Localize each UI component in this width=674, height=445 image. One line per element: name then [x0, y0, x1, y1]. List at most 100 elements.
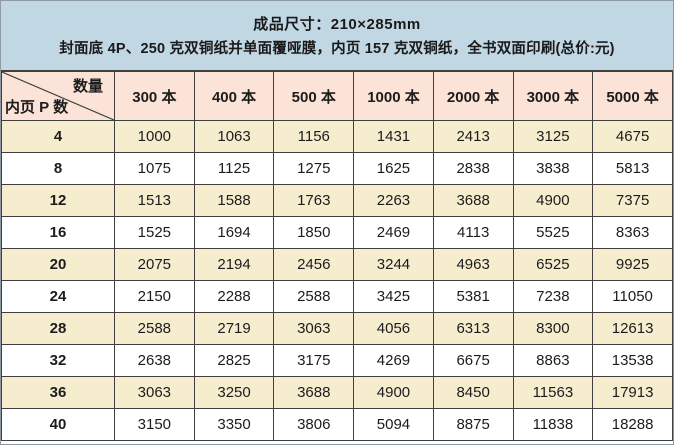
price-cell: 9925 — [592, 248, 673, 281]
price-cell: 2150 — [114, 280, 195, 313]
price-cell: 11050 — [592, 280, 673, 313]
price-cell: 1763 — [273, 184, 355, 217]
price-table-header: 数量 内页 P 数 300 本 400 本 500 本 1000 本 2000 … — [1, 70, 673, 121]
price-cell: 1513 — [114, 184, 195, 217]
price-cell: 4900 — [353, 376, 434, 409]
price-cell: 11563 — [512, 376, 594, 409]
price-cell: 8450 — [432, 376, 514, 409]
price-cell: 3350 — [193, 408, 275, 441]
row-label-pages: 40 — [1, 408, 115, 441]
table-row: 32 2638 2825 3175 4269 6675 8863 13538 — [1, 344, 673, 377]
price-cell: 2263 — [353, 184, 434, 217]
price-cell: 3063 — [114, 376, 195, 409]
price-cell: 1075 — [114, 152, 195, 185]
row-label-pages: 8 — [1, 152, 115, 185]
price-cell: 6313 — [432, 312, 514, 345]
price-cell: 1850 — [273, 216, 355, 249]
price-cell: 2413 — [432, 120, 514, 153]
product-size-text: 成品尺寸：210×285mm — [253, 16, 421, 33]
table-row: 40 3150 3350 3806 5094 8875 11838 18288 — [1, 408, 673, 441]
row-label-pages: 28 — [1, 312, 115, 345]
price-cell: 1125 — [193, 152, 275, 185]
diagonal-divider — [2, 72, 114, 120]
price-cell: 1625 — [353, 152, 434, 185]
paper-spec-text: 封面底 4P、250 克双铜纸并单面覆哑膜，内页 157 克双铜纸，全书双面印刷… — [59, 41, 615, 57]
price-cell: 2588 — [273, 280, 355, 313]
column-header-400: 400 本 — [193, 70, 275, 121]
row-label-pages: 24 — [1, 280, 115, 313]
price-cell: 3425 — [353, 280, 434, 313]
price-cell: 3175 — [273, 344, 355, 377]
column-header-5000: 5000 本 — [592, 70, 673, 121]
price-cell: 2638 — [114, 344, 195, 377]
price-cell: 4675 — [592, 120, 673, 153]
price-table: 数量 内页 P 数 300 本 400 本 500 本 1000 本 2000 … — [1, 70, 673, 441]
price-cell: 2588 — [114, 312, 195, 345]
row-label-pages: 36 — [1, 376, 115, 409]
price-cell: 17913 — [592, 376, 673, 409]
price-cell: 3688 — [273, 376, 355, 409]
price-cell: 8300 — [512, 312, 594, 345]
price-cell: 2194 — [193, 248, 275, 281]
row-label-pages: 16 — [1, 216, 115, 249]
price-cell: 1156 — [273, 120, 355, 153]
price-cell: 18288 — [592, 408, 673, 441]
price-cell: 1431 — [353, 120, 434, 153]
price-cell: 3806 — [273, 408, 355, 441]
row-label-pages: 32 — [1, 344, 115, 377]
corner-label-pages: 内页 P 数 — [5, 99, 69, 116]
price-cell: 4269 — [353, 344, 434, 377]
price-cell: 6525 — [512, 248, 594, 281]
price-cell: 5381 — [432, 280, 514, 313]
row-label-pages: 20 — [1, 248, 115, 281]
column-header-500: 500 本 — [273, 70, 355, 121]
column-header-1000: 1000 本 — [353, 70, 434, 121]
price-cell: 13538 — [592, 344, 673, 377]
table-row: 8 1075 1125 1275 1625 2838 3838 5813 — [1, 152, 673, 185]
column-header-300: 300 本 — [114, 70, 195, 121]
price-cell: 3838 — [512, 152, 594, 185]
row-label-pages: 12 — [1, 184, 115, 217]
column-header-2000: 2000 本 — [432, 70, 514, 121]
price-cell: 4900 — [512, 184, 594, 217]
price-cell: 2719 — [193, 312, 275, 345]
price-cell: 2838 — [432, 152, 514, 185]
price-cell: 4056 — [353, 312, 434, 345]
spec-banner: 成品尺寸：210×285mm 封面底 4P、250 克双铜纸并单面覆哑膜，内页 … — [1, 1, 673, 70]
table-row: 36 3063 3250 3688 4900 8450 11563 17913 — [1, 376, 673, 409]
price-cell: 2469 — [353, 216, 434, 249]
price-cell: 4113 — [432, 216, 514, 249]
table-row: 28 2588 2719 3063 4056 6313 8300 12613 — [1, 312, 673, 345]
price-cell: 3063 — [273, 312, 355, 345]
price-cell: 11838 — [512, 408, 594, 441]
price-cell: 12613 — [592, 312, 673, 345]
price-cell: 3150 — [114, 408, 195, 441]
price-cell: 2075 — [114, 248, 195, 281]
corner-header-cell: 数量 内页 P 数 — [1, 70, 115, 121]
price-cell: 2825 — [193, 344, 275, 377]
price-cell: 7238 — [512, 280, 594, 313]
price-cell: 1063 — [193, 120, 275, 153]
price-cell: 5813 — [592, 152, 673, 185]
table-row: 4 1000 1063 1156 1431 2413 3125 4675 — [1, 120, 673, 153]
price-cell: 2456 — [273, 248, 355, 281]
price-cell: 1588 — [193, 184, 275, 217]
price-table-body: 4 1000 1063 1156 1431 2413 3125 4675 8 1075 1125 12… — [1, 120, 673, 441]
price-cell: 3125 — [512, 120, 594, 153]
table-row: 16 1525 1694 1850 2469 4113 5525 8363 — [1, 216, 673, 249]
price-cell: 8863 — [512, 344, 594, 377]
price-cell: 1275 — [273, 152, 355, 185]
price-cell: 7375 — [592, 184, 673, 217]
price-cell: 1525 — [114, 216, 195, 249]
price-cell: 8363 — [592, 216, 673, 249]
price-cell: 2288 — [193, 280, 275, 313]
header-row: 数量 内页 P 数 300 本 400 本 500 本 1000 本 2000 … — [1, 70, 673, 121]
price-cell: 8875 — [432, 408, 514, 441]
row-label-pages: 4 — [1, 120, 115, 153]
column-header-3000: 3000 本 — [512, 70, 594, 121]
price-cell: 5094 — [353, 408, 434, 441]
price-cell: 3688 — [432, 184, 514, 217]
corner-label-quantity: 数量 — [72, 78, 103, 95]
table-row: 20 2075 2194 2456 3244 4963 6525 9925 — [1, 248, 673, 281]
